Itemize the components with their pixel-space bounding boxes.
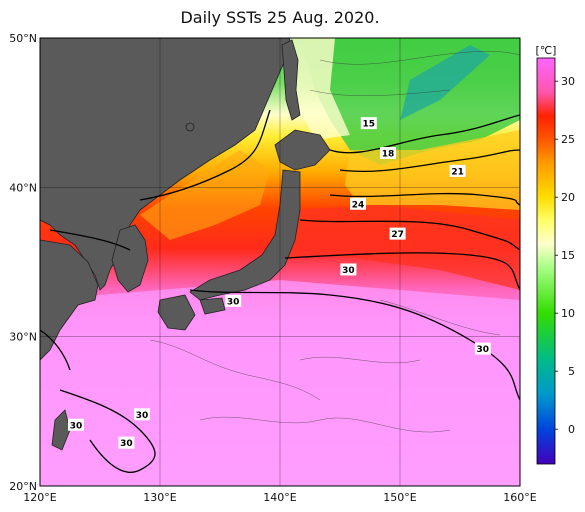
island (185, 122, 195, 132)
contour-label: 18 (382, 149, 395, 159)
lat-tick-label: 20°N (9, 480, 37, 493)
contour-label-box (340, 263, 357, 276)
contour-labels: 15 18 21 24 27 30 30 30 30 30 30 (68, 117, 491, 449)
lat-tick-label: 30°N (9, 331, 37, 344)
contour-label: 21 (451, 167, 464, 177)
colorbar-tick-label: 25 (561, 133, 575, 146)
isotherm-line (139, 109, 271, 201)
lon-tick-label: 130°E (143, 491, 176, 504)
minor-contour (309, 89, 451, 97)
coldest-water-patch (400, 45, 490, 120)
isotherm-line (189, 289, 520, 401)
colorbar-tick-label: 20 (561, 191, 575, 204)
colorbar: [℃] 30 25 20 15 10 5 0 (536, 44, 575, 465)
isotherm-line (329, 192, 520, 206)
land (40, 38, 331, 451)
isotherm-line (329, 114, 520, 154)
minor-contour (379, 299, 501, 336)
contour-label: 27 (391, 230, 404, 240)
lat-tick-label: 40°N (9, 181, 37, 194)
contour-label-box (389, 227, 406, 240)
colorbar-tick-label: 15 (561, 249, 575, 262)
isotherm-line (59, 389, 156, 473)
contour-label: 30 (477, 345, 490, 355)
contour-label-box (225, 294, 242, 307)
contour-label-box (134, 408, 150, 421)
colorbar-unit: [℃] (536, 44, 557, 57)
minor-contour (199, 416, 451, 433)
korean-peninsula (111, 224, 149, 293)
contour-label: 15 (363, 120, 376, 130)
lat-tick-label: 50°N (9, 32, 37, 45)
colorbar-bar (536, 57, 556, 465)
colorbar-tick-label: 30 (561, 75, 575, 88)
shikoku (199, 297, 226, 315)
sea-of-japan (140, 150, 270, 240)
colorbar-tick-label: 10 (561, 307, 575, 320)
honshu (189, 169, 301, 301)
contour-label-box (474, 342, 491, 355)
contour-label: 30 (342, 266, 355, 276)
isotherm-line (299, 219, 520, 251)
isotherm-line (49, 229, 131, 251)
contour-label: 30 (70, 421, 83, 431)
contour-label-box (350, 197, 366, 210)
contour-label-box (118, 436, 135, 449)
contour-label: 30 (120, 439, 133, 449)
lon-tick-label: 150°E (383, 491, 416, 504)
taiwan (51, 409, 71, 451)
contour-label: 30 (136, 411, 149, 421)
colorbar-tick-label: 5 (568, 365, 575, 378)
minor-contours (149, 51, 520, 433)
isotherm-line (284, 252, 520, 291)
minor-contour (149, 339, 321, 401)
kyushu (157, 294, 196, 331)
minor-contour (299, 356, 421, 364)
isotherm-line (40, 329, 71, 371)
minor-contour (319, 51, 520, 65)
okhotsk-sea (285, 38, 350, 140)
lon-tick-label: 120°E (23, 491, 56, 504)
contour-label-box (360, 117, 377, 130)
map-title: Daily SSTs 25 Aug. 2020. (180, 8, 380, 27)
contour-label-box (68, 418, 84, 431)
lon-tick-label: 160°E (503, 491, 536, 504)
contour-label: 30 (227, 297, 240, 307)
isotherm-line (339, 149, 520, 172)
lon-tick-label: 140°E (263, 491, 296, 504)
map-frame (39, 37, 521, 487)
isotherm-contours (40, 109, 520, 473)
hokkaido (274, 129, 331, 171)
china-coast (40, 239, 99, 361)
contour-label-box (449, 164, 466, 177)
colorbar-tick-label: 0 (568, 423, 575, 436)
contour-label-box (380, 146, 396, 159)
contour-label: 24 (352, 200, 365, 210)
sakhalin (281, 39, 301, 121)
colorbar-ticks: 30 25 20 15 10 5 0 (555, 75, 575, 436)
